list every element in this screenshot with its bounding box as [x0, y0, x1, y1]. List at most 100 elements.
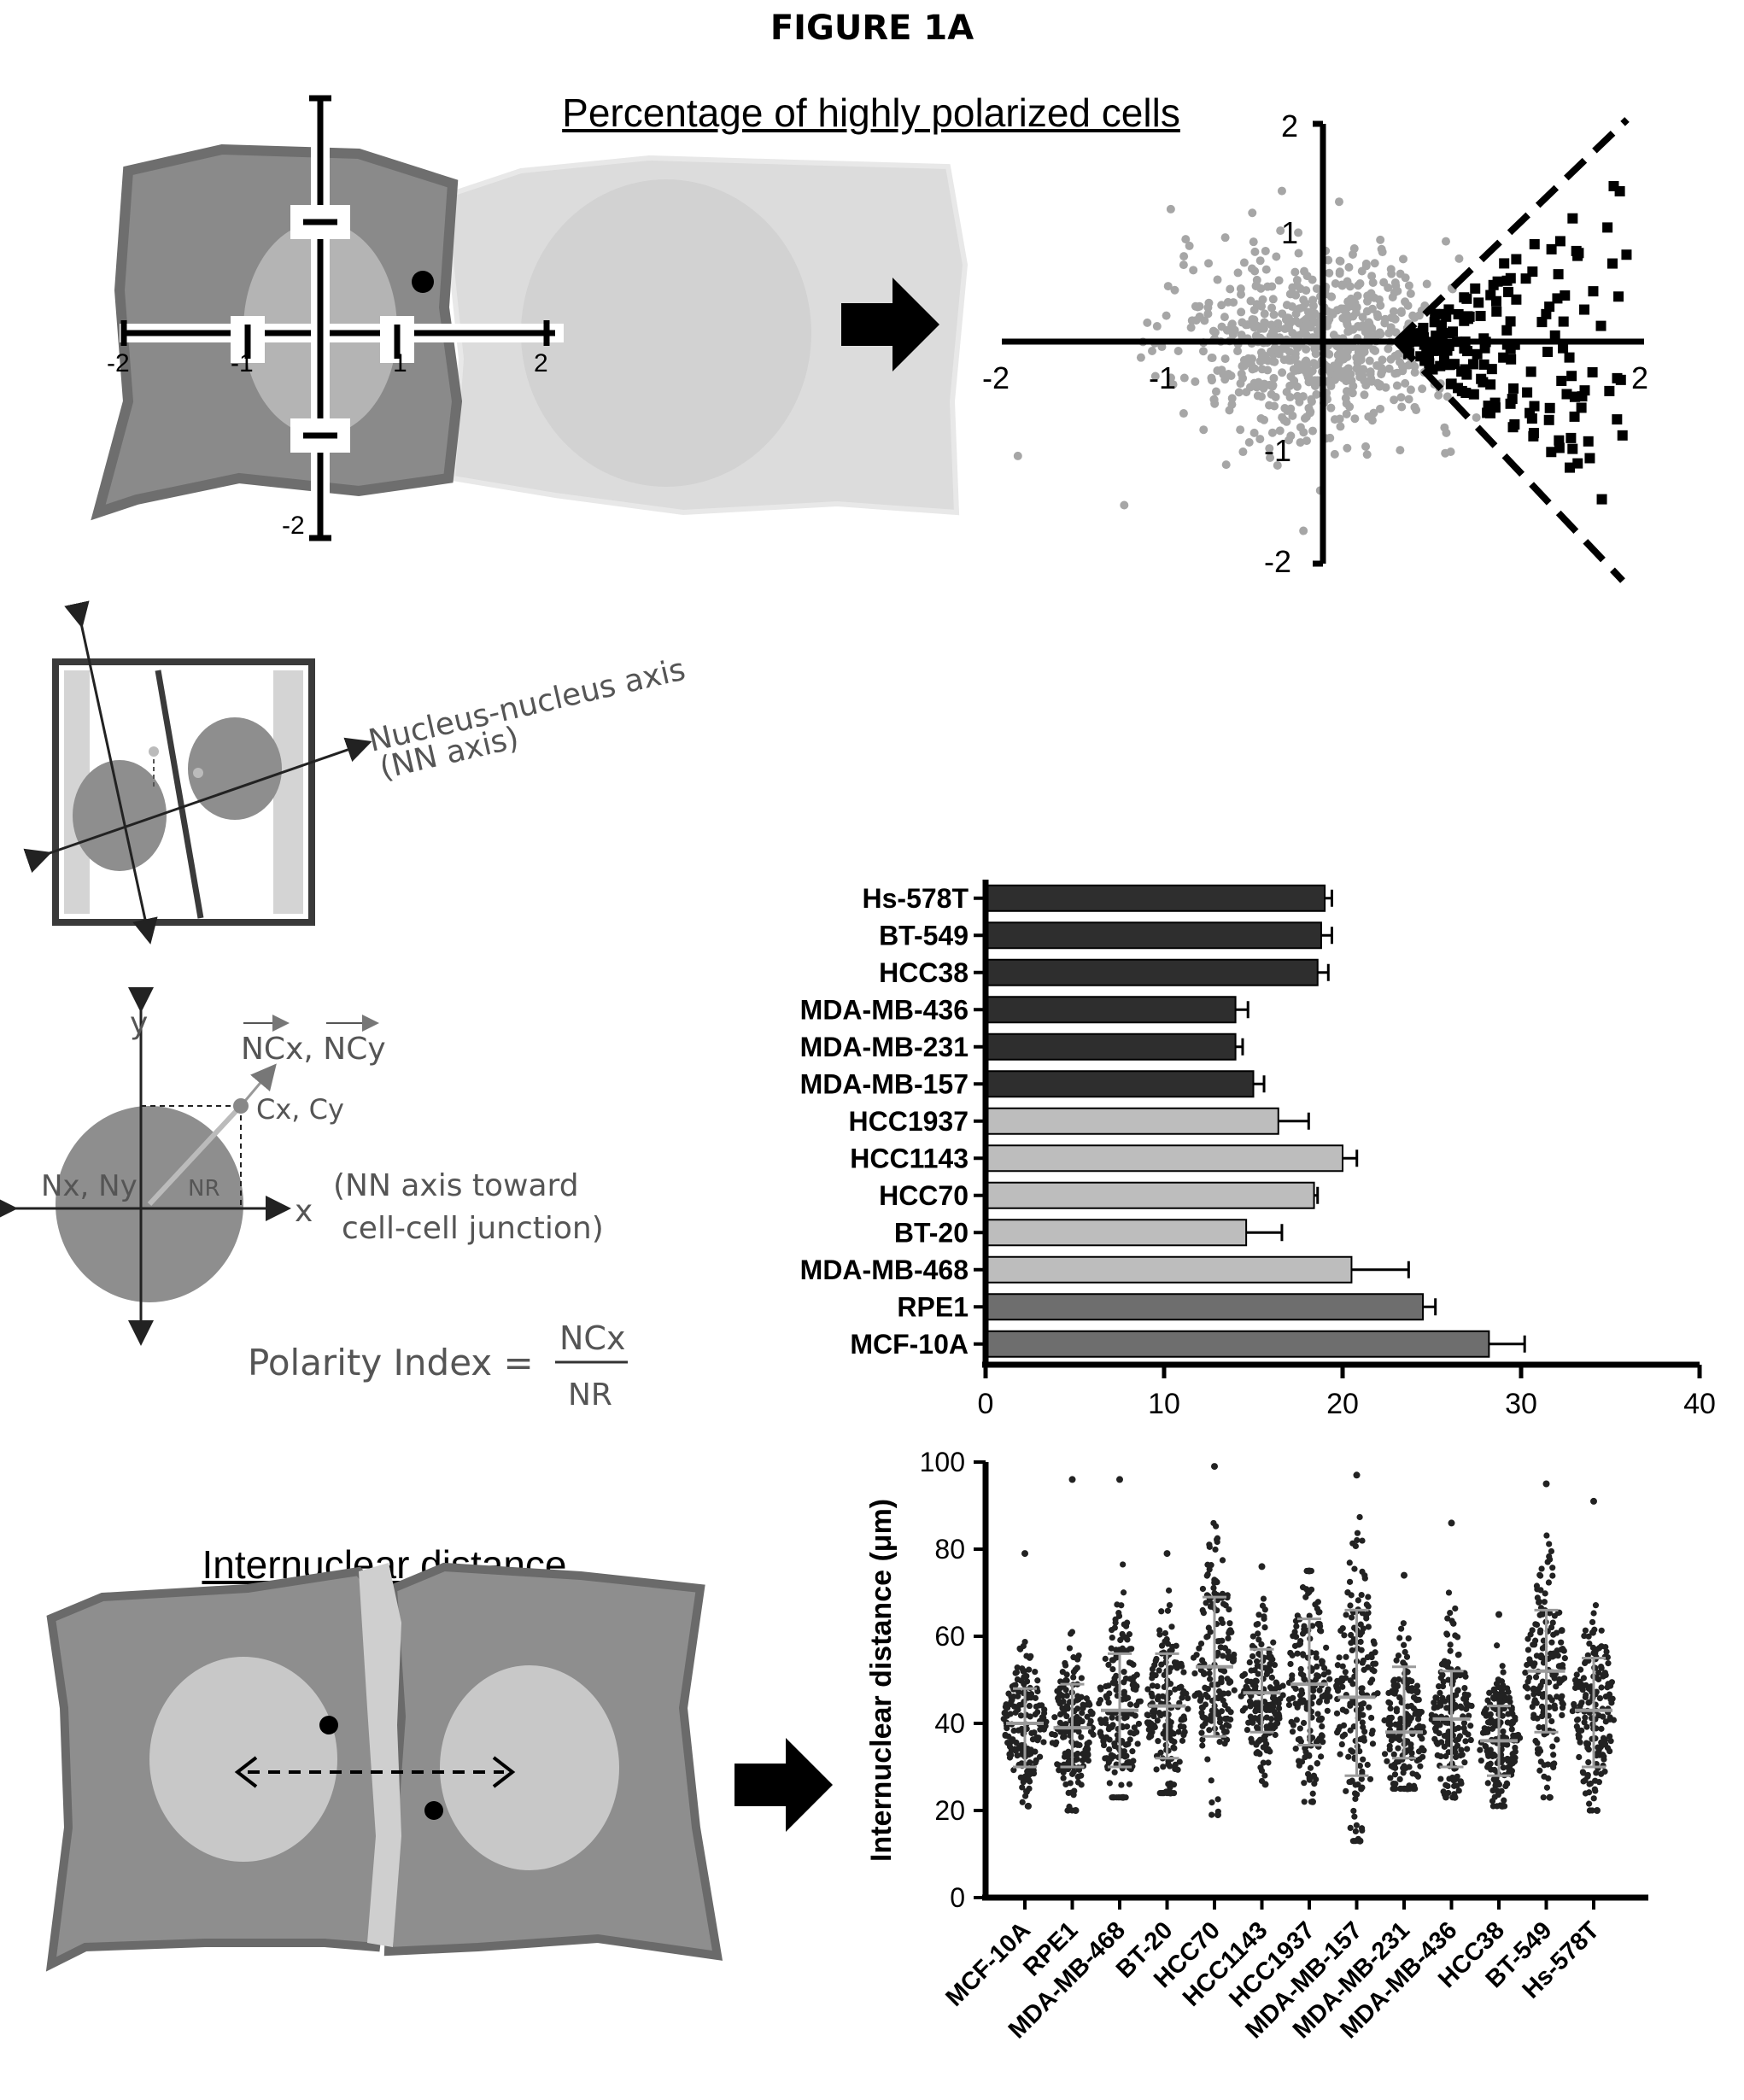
distance-point — [1083, 1695, 1090, 1702]
distance-point — [1197, 1640, 1205, 1647]
diagram-x-tick: -2 — [107, 349, 130, 377]
distance-point — [1025, 1751, 1032, 1758]
distance-point — [1123, 1741, 1130, 1748]
polarity-formula-denominator: NR — [568, 1378, 612, 1413]
distance-point — [1346, 1778, 1353, 1786]
scatter-point — [1255, 256, 1265, 266]
distance-point — [1395, 1652, 1402, 1659]
distance-point — [1437, 1689, 1443, 1696]
distance-point — [1530, 1641, 1538, 1648]
polarized-point — [1558, 316, 1569, 327]
distance-point — [1085, 1757, 1091, 1764]
distance-point — [1084, 1713, 1091, 1720]
scatter-point — [1301, 358, 1310, 367]
distance-point — [1110, 1794, 1117, 1801]
distance-point — [1026, 1702, 1033, 1710]
distance-point — [1316, 1627, 1324, 1634]
distance-point — [1337, 1751, 1343, 1758]
distance-point — [1539, 1693, 1546, 1700]
distance-point — [1316, 1621, 1323, 1628]
scatter-point — [1220, 233, 1230, 243]
scatter-point — [1223, 297, 1232, 307]
distance-point — [1144, 1686, 1151, 1693]
distance-point — [1583, 1740, 1590, 1746]
distance-point — [1062, 1750, 1068, 1757]
polarized-point — [1505, 343, 1516, 354]
distance-point — [1561, 1675, 1568, 1682]
distance-point — [1431, 1699, 1437, 1706]
distance-point — [1121, 1634, 1129, 1641]
scatter-point — [1166, 204, 1175, 214]
polarized-point — [1503, 286, 1514, 297]
distance-point — [1452, 1753, 1460, 1761]
distance-point — [1314, 1599, 1321, 1606]
distance-point — [1549, 1619, 1556, 1626]
scatter-point — [1209, 395, 1219, 405]
axis-y-label: y — [130, 1006, 148, 1041]
distance-point — [1608, 1699, 1615, 1706]
polarized-point — [1468, 389, 1479, 400]
scatter-point — [1355, 322, 1364, 331]
scatter-point — [1261, 246, 1270, 255]
distance-point — [1461, 1759, 1468, 1766]
distance-point — [1200, 1610, 1207, 1617]
distance-point — [1491, 1688, 1498, 1695]
distance-point — [1400, 1769, 1407, 1776]
scatter-point — [1401, 297, 1410, 307]
scatter-point — [1390, 395, 1399, 405]
distance-point — [1116, 1476, 1123, 1483]
distance-point — [1349, 1614, 1355, 1621]
distance-point — [1325, 1686, 1331, 1693]
distance-point — [1264, 1668, 1271, 1676]
distance-point — [1381, 1751, 1389, 1758]
distance-point — [1313, 1654, 1320, 1661]
scatter-point — [1384, 344, 1393, 354]
distance-point — [1164, 1607, 1172, 1614]
distance-point — [1049, 1730, 1056, 1738]
distance-point — [1356, 1837, 1364, 1845]
distance-point — [1255, 1612, 1262, 1618]
bar — [985, 1032, 1237, 1061]
distance-point — [1273, 1679, 1279, 1686]
scatter-point — [1143, 318, 1152, 327]
distance-point — [1029, 1736, 1037, 1743]
distance-point — [1118, 1781, 1125, 1788]
distance-point — [1292, 1685, 1299, 1693]
scatter-point — [1265, 444, 1274, 453]
distance-point — [1225, 1690, 1232, 1697]
scatter-point — [1362, 307, 1372, 316]
distance-point — [1265, 1759, 1272, 1766]
scatter-point — [1220, 354, 1230, 364]
distance-point — [1445, 1749, 1452, 1756]
distance-point — [1032, 1759, 1039, 1766]
scatter-point — [1394, 349, 1403, 359]
distance-point — [1063, 1692, 1070, 1699]
scatter-point — [1179, 373, 1189, 383]
distance-point — [1133, 1682, 1140, 1690]
distance-point — [1023, 1788, 1030, 1795]
distance-point — [1023, 1653, 1030, 1659]
distance-point — [1467, 1723, 1474, 1729]
distance-point — [1489, 1787, 1496, 1794]
distance-point — [1593, 1769, 1600, 1776]
scatter-point — [1337, 281, 1347, 290]
distance-point — [1074, 1664, 1080, 1671]
centrosome-dot — [319, 1716, 338, 1734]
distance-point — [1056, 1767, 1062, 1774]
distance-point — [1249, 1739, 1255, 1746]
distance-point — [1403, 1680, 1411, 1687]
scatter-point — [1241, 320, 1250, 330]
bar-elements: Hs-578T BT-549 HCC38 MDA-MB-436 MDA-MB-231 MD… — [800, 883, 1526, 1360]
distance-point — [1109, 1657, 1117, 1664]
distance-point — [1202, 1720, 1209, 1727]
distance-point — [1041, 1710, 1048, 1717]
distance-point — [1190, 1654, 1197, 1661]
distance-point — [1499, 1692, 1506, 1699]
distance-point — [1529, 1703, 1536, 1711]
distance-point — [1035, 1734, 1042, 1742]
distance-point — [1070, 1674, 1077, 1681]
scatter-point — [1390, 278, 1400, 288]
distance-point — [1537, 1627, 1544, 1634]
distance-point — [1444, 1615, 1451, 1622]
distance-point — [1269, 1694, 1277, 1701]
